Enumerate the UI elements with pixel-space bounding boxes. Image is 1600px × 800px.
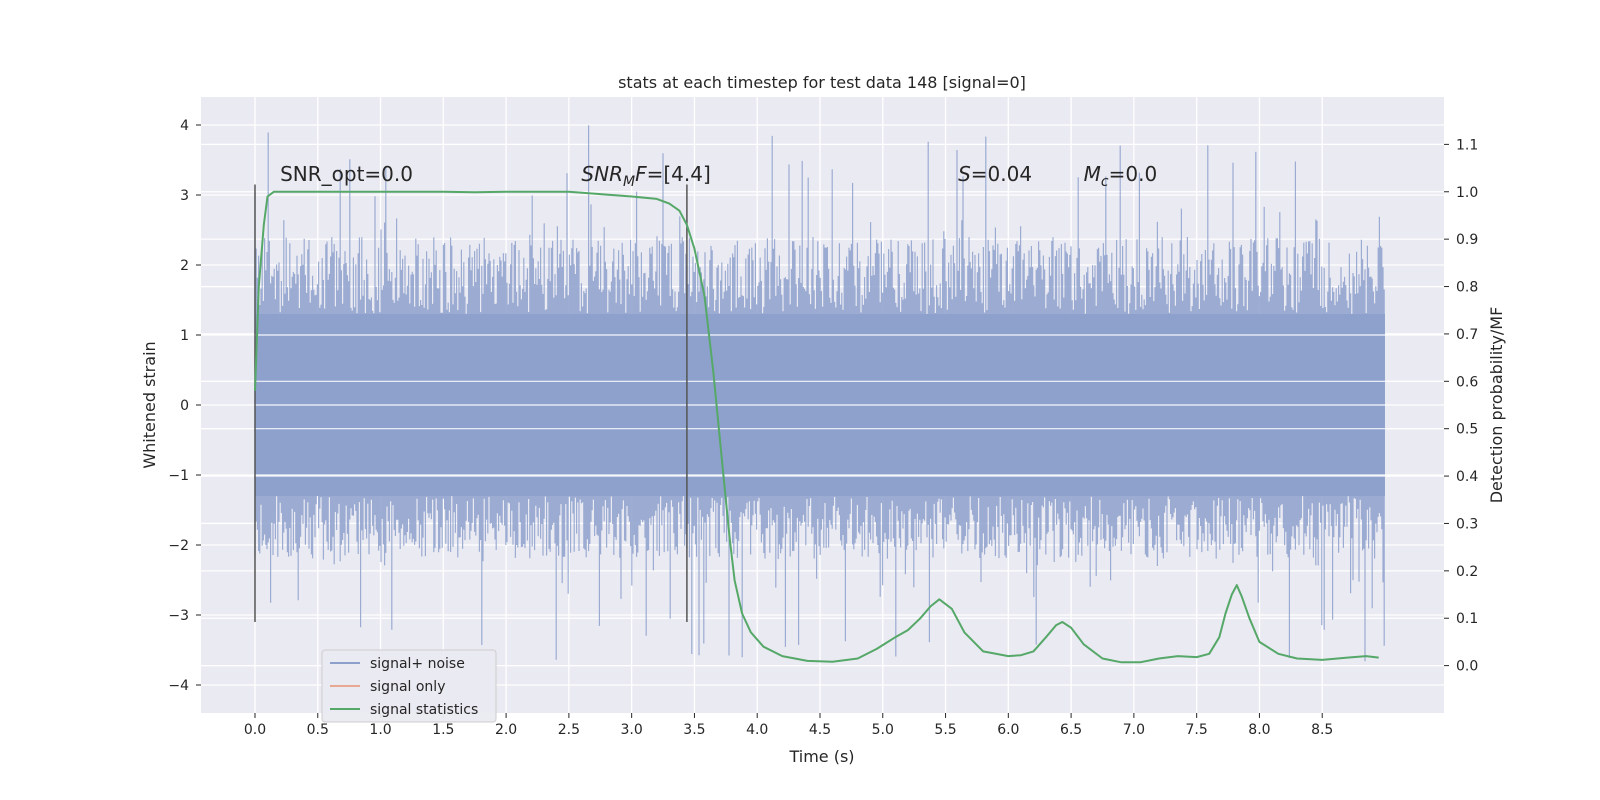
y2-tick-label: 0.4: [1456, 469, 1478, 485]
y-tick-label: 0: [180, 398, 189, 414]
x-tick-label: 4.5: [809, 722, 831, 738]
x-tick-label: 8.5: [1311, 722, 1333, 738]
x-tick-label: 5.0: [872, 722, 894, 738]
y-tick-label: 4: [180, 118, 189, 134]
x-tick-label: 7.5: [1186, 722, 1208, 738]
noise-series: [254, 125, 1385, 662]
legend: signal+ noise signal only signal statist…: [321, 649, 497, 723]
x-tick-label: 3.0: [621, 722, 643, 738]
annotations: SNR_opt=0.0 SNRMF=[4.4] S=0.04 Mc=0.0: [280, 162, 1157, 190]
y2-tick-label: 0.7: [1456, 327, 1478, 343]
x-tick-label: 6.0: [997, 722, 1019, 738]
x-tick-label: 5.5: [934, 722, 956, 738]
legend-label-signal-noise: signal+ noise: [370, 656, 465, 672]
x-tick-label: 3.5: [683, 722, 705, 738]
y2-tick-label: 0.2: [1456, 564, 1478, 580]
legend-label-signal-only: signal only: [370, 679, 445, 695]
stats-series: [254, 190, 1379, 664]
y2-tick-label: 1.1: [1456, 137, 1478, 153]
y2-tick-label: 0.3: [1456, 516, 1478, 532]
x-tick-label: 6.5: [1060, 722, 1082, 738]
y2-tick-label: 0.1: [1456, 611, 1478, 627]
vertical-markers: [254, 184, 688, 622]
annotation-mc-value: Mc=0.0: [1084, 162, 1158, 190]
annotation-snr-opt: SNR_opt=0.0: [280, 162, 413, 186]
legend-box: [321, 649, 497, 723]
x-tick-label: 2.5: [558, 722, 580, 738]
x-ticks: 0.0 0.5 1.0 1.5 2.0 2.5 3.0 3.5 4.0 4.5 5.0 5.5 6.0 6…: [244, 713, 1333, 738]
y-tick-label: 3: [180, 188, 189, 204]
y2-tick-label: 0.8: [1456, 280, 1478, 296]
annotation-s-value: S=0.04: [958, 162, 1032, 186]
x-tick-label: 4.0: [746, 722, 768, 738]
y2-tick-label: 0.0: [1456, 659, 1478, 675]
x-tick-label: 0.0: [244, 722, 266, 738]
x-axis-label: Time (s): [788, 747, 854, 766]
y-tick-label: 1: [180, 328, 189, 344]
y-tick-label: −4: [168, 678, 189, 694]
y2-axis-label: Detection probability/MF: [1487, 307, 1506, 504]
x-tick-label: 0.5: [307, 722, 329, 738]
y2-ticks: 1.1 1.0 0.9 0.8 0.7 0.6 0.5 0.4 0.3 0.2 0.1 0.0: [1444, 137, 1478, 675]
signal-statistics-line: [254, 190, 1379, 664]
x-tick-label: 8.0: [1248, 722, 1270, 738]
y-ticks: 4 3 2 1 0 −1 −2 −3 −4: [168, 118, 201, 694]
x-tick-label: 7.0: [1123, 722, 1145, 738]
y-tick-label: 2: [180, 258, 189, 274]
y-axis-label: Whitened strain: [140, 341, 159, 468]
chart-title: stats at each timestep for test data 148…: [618, 73, 1026, 92]
y-tick-label: −3: [168, 608, 189, 624]
x-tick-label: 1.5: [432, 722, 454, 738]
y-tick-label: −1: [168, 468, 189, 484]
y-tick-label: −2: [168, 538, 189, 554]
y2-tick-label: 0.5: [1456, 422, 1478, 438]
legend-label-signal-statistics: signal statistics: [370, 702, 478, 718]
y2-tick-label: 0.6: [1456, 374, 1478, 390]
y2-tick-label: 1.0: [1456, 185, 1478, 201]
annotation-snr-mf: SNRMF=[4.4]: [581, 162, 710, 190]
y2-tick-label: 0.9: [1456, 232, 1478, 248]
x-tick-label: 1.0: [369, 722, 391, 738]
x-tick-label: 2.0: [495, 722, 517, 738]
